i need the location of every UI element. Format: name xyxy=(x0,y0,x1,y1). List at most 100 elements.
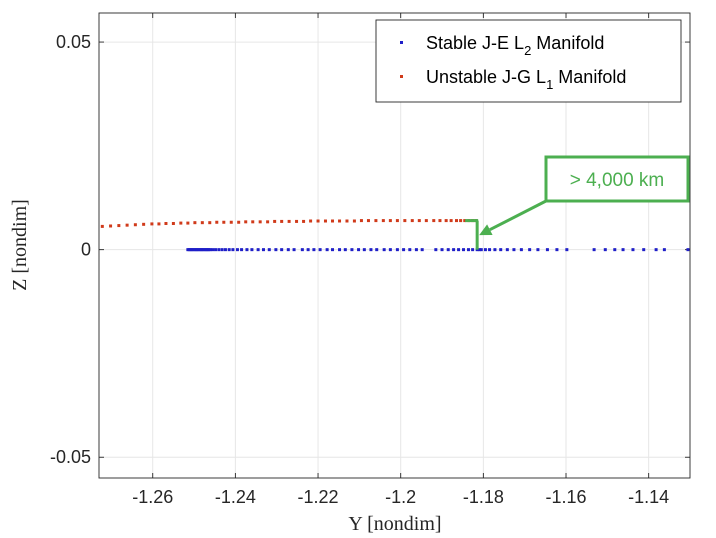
data-point xyxy=(403,219,407,223)
data-point xyxy=(323,219,327,223)
data-point xyxy=(295,219,299,223)
data-point xyxy=(457,248,461,252)
data-point xyxy=(381,219,385,223)
data-point xyxy=(410,219,414,223)
data-point xyxy=(536,248,540,252)
data-point xyxy=(316,219,320,223)
data-point xyxy=(193,221,197,225)
data-point xyxy=(208,221,212,225)
distance-annotation: > 4,000 km xyxy=(465,155,690,250)
data-point xyxy=(592,248,596,252)
data-point xyxy=(235,248,239,252)
data-point xyxy=(245,248,249,252)
x-tick-label: -1.14 xyxy=(628,487,669,507)
data-point xyxy=(369,248,373,252)
annotation-arrow-shaft xyxy=(489,199,547,232)
data-point xyxy=(545,248,549,252)
data-point xyxy=(420,248,424,252)
data-point xyxy=(395,248,399,252)
data-point xyxy=(306,248,310,252)
data-point xyxy=(261,248,265,252)
data-point xyxy=(471,248,475,252)
data-point xyxy=(359,219,363,223)
data-point xyxy=(528,248,532,252)
data-point xyxy=(274,248,278,252)
data-point xyxy=(603,248,607,252)
data-point xyxy=(211,248,215,252)
annotation-box xyxy=(544,155,690,203)
data-point xyxy=(438,219,442,223)
series-stable-manifold xyxy=(186,248,690,252)
data-point xyxy=(454,219,458,223)
data-point xyxy=(179,221,183,225)
data-point xyxy=(258,220,262,224)
legend-marker-stable xyxy=(400,41,403,44)
data-point xyxy=(444,219,448,223)
data-point xyxy=(414,248,418,252)
data-point xyxy=(519,248,523,252)
data-point xyxy=(240,248,244,252)
data-point xyxy=(362,248,366,252)
annotation-arrow-head xyxy=(479,224,493,236)
data-point xyxy=(302,219,306,223)
data-point xyxy=(117,224,121,228)
data-point xyxy=(300,248,304,252)
data-point xyxy=(200,221,204,225)
data-point xyxy=(142,222,146,226)
data-point xyxy=(186,221,190,225)
data-point xyxy=(256,248,260,252)
data-point xyxy=(452,248,456,252)
data-point xyxy=(499,248,503,252)
legend-entry-unstable: Unstable J-G L1 Manifold xyxy=(426,67,626,92)
data-point xyxy=(220,248,224,252)
y-axis-label: Z [nondim] xyxy=(9,199,31,291)
data-point xyxy=(449,219,453,223)
data-point xyxy=(434,248,438,252)
data-point xyxy=(338,219,342,223)
data-point xyxy=(488,248,492,252)
x-tick-label: -1.26 xyxy=(132,487,173,507)
y-axis-ticks: -0.05 0 0.05 xyxy=(50,32,690,467)
data-point xyxy=(251,220,255,224)
data-point xyxy=(417,219,421,223)
data-point xyxy=(215,220,219,224)
data-point xyxy=(100,224,104,228)
data-point xyxy=(171,221,175,225)
data-point xyxy=(477,248,481,252)
data-point xyxy=(250,248,254,252)
data-point xyxy=(440,248,444,252)
data-point xyxy=(366,219,370,223)
data-point xyxy=(214,248,218,252)
x-axis-ticks: -1.26 -1.24 -1.22 -1.2 -1.18 -1.16 -1.14 xyxy=(132,13,669,507)
data-point xyxy=(395,219,399,223)
data-point xyxy=(388,219,392,223)
data-point xyxy=(164,221,168,225)
data-point xyxy=(266,220,270,224)
annotation-text: > 4,000 km xyxy=(570,170,665,191)
data-point xyxy=(109,224,113,228)
data-point xyxy=(483,248,487,252)
data-point xyxy=(292,248,296,252)
data-point xyxy=(621,248,625,252)
data-point xyxy=(325,248,329,252)
data-point xyxy=(208,248,212,252)
data-point xyxy=(157,222,161,226)
data-point xyxy=(493,248,497,252)
data-point xyxy=(446,248,450,252)
data-point xyxy=(565,248,569,252)
x-tick-label: -1.2 xyxy=(385,487,416,507)
x-tick-label: -1.24 xyxy=(215,487,256,507)
data-point xyxy=(338,248,342,252)
data-point xyxy=(350,248,354,252)
data-point xyxy=(388,248,392,252)
y-tick-label: 0.05 xyxy=(56,32,91,52)
data-point xyxy=(343,248,347,252)
x-tick-label: -1.18 xyxy=(463,487,504,507)
data-point xyxy=(686,248,690,252)
data-point xyxy=(613,248,617,252)
data-point xyxy=(287,219,291,223)
data-point xyxy=(424,219,428,223)
data-point xyxy=(244,220,248,224)
data-point xyxy=(408,248,412,252)
